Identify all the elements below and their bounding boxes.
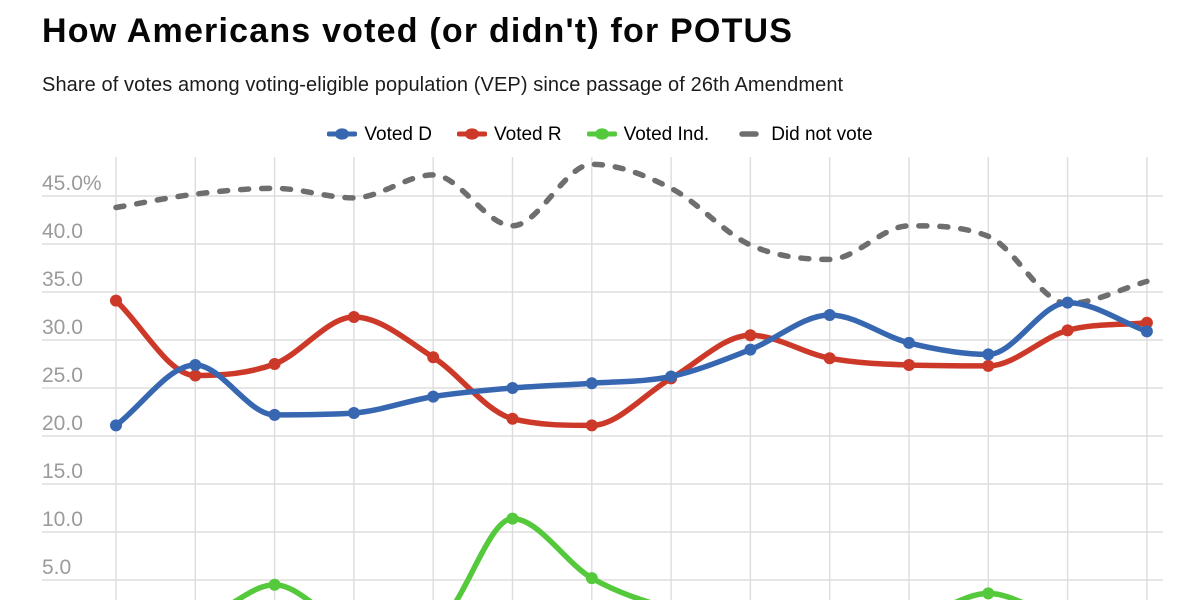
series-dot-voted-r-1972 [110, 294, 122, 307]
series-dot-voted-ind-1980 [268, 578, 281, 591]
legend-item-voted-ind: Voted Ind. [586, 123, 710, 145]
series-dot-voted-d-2004 [744, 343, 757, 356]
legend-item-did-not-vote: Did not vote [734, 123, 873, 145]
series-dot-voted-d-1984 [347, 407, 360, 419]
series-dot-voted-d-1976 [189, 359, 202, 371]
y-tick-label-25: 25.0 [42, 364, 83, 387]
series-dot-voted-d-1996 [585, 377, 598, 390]
y-tick-label-20: 20.0 [42, 412, 83, 435]
legend-label-voted-r: Voted R [494, 123, 562, 145]
series-dot-voted-r-2024 [1140, 316, 1153, 329]
series-dot-voted-ind-1992 [506, 512, 519, 525]
series-dot-voted-r-2004 [744, 329, 757, 342]
series-dot-voted-r-1980 [268, 358, 281, 370]
series-dot-voted-d-2008 [823, 309, 836, 321]
legend-label-voted-d: Voted D [364, 123, 432, 145]
series-line-voted-ind [232, 515, 1024, 600]
chart-subtitle: Share of votes among voting-eligible pop… [42, 74, 844, 96]
y-tick-label-35: 35.0 [42, 268, 83, 291]
series-dot-voted-r-2020 [1061, 324, 1074, 337]
legend: Voted D Voted R Voted Ind. Did not vote [0, 120, 1200, 148]
legend-swatch-voted-r-icon [457, 128, 487, 140]
series-dot-voted-r-2012 [903, 359, 915, 371]
series-dot-voted-r-2008 [823, 352, 836, 365]
y-tick-label-10: 10.0 [42, 508, 83, 531]
series-dot-voted-d-2000 [665, 370, 678, 383]
series-dot-voted-ind-2016 [982, 587, 995, 600]
y-tick-label-45: 45.0% [42, 172, 102, 195]
legend-label-did-not-vote: Did not vote [771, 123, 873, 145]
series-dot-voted-d-1988 [427, 390, 440, 403]
y-tick-label-40: 40.0 [42, 220, 83, 243]
series-dot-voted-r-1996 [585, 419, 598, 432]
legend-item-voted-r: Voted R [457, 125, 562, 144]
series-line-did-not-vote [113, 161, 1150, 307]
legend-swatch-voted-ind-icon [586, 128, 617, 140]
series-dot-voted-r-1976 [189, 369, 202, 382]
y-tick-label-30: 30.0 [42, 316, 83, 339]
series-dot-voted-r-1988 [427, 351, 440, 364]
chart-title: How Americans voted (or didn't) for POTU… [42, 12, 794, 50]
series-dot-voted-r-1992 [506, 412, 519, 425]
y-tick-label-5: 5.0 [42, 556, 71, 579]
series-dot-voted-ind-1996 [585, 572, 598, 585]
y-tick-label-15: 15.0 [42, 460, 83, 483]
series-dot-voted-d-1972 [110, 419, 122, 432]
legend-swatch-voted-d-icon [327, 128, 358, 140]
legend-item-voted-d: Voted D [327, 125, 432, 144]
series-dot-voted-d-2024 [1140, 325, 1153, 338]
legend-swatch-did-not-vote-icon [739, 131, 759, 137]
series-dot-voted-d-2016 [982, 348, 995, 361]
series-dot-voted-d-1992 [506, 382, 519, 394]
series-dot-voted-d-1980 [268, 408, 281, 421]
series-dot-voted-r-1984 [347, 311, 360, 323]
legend-label-voted-ind: Voted Ind. [623, 123, 710, 145]
series-dot-voted-d-2020 [1061, 296, 1074, 309]
series-dot-voted-r-2016 [982, 359, 995, 372]
series-dot-voted-d-2012 [903, 336, 915, 349]
